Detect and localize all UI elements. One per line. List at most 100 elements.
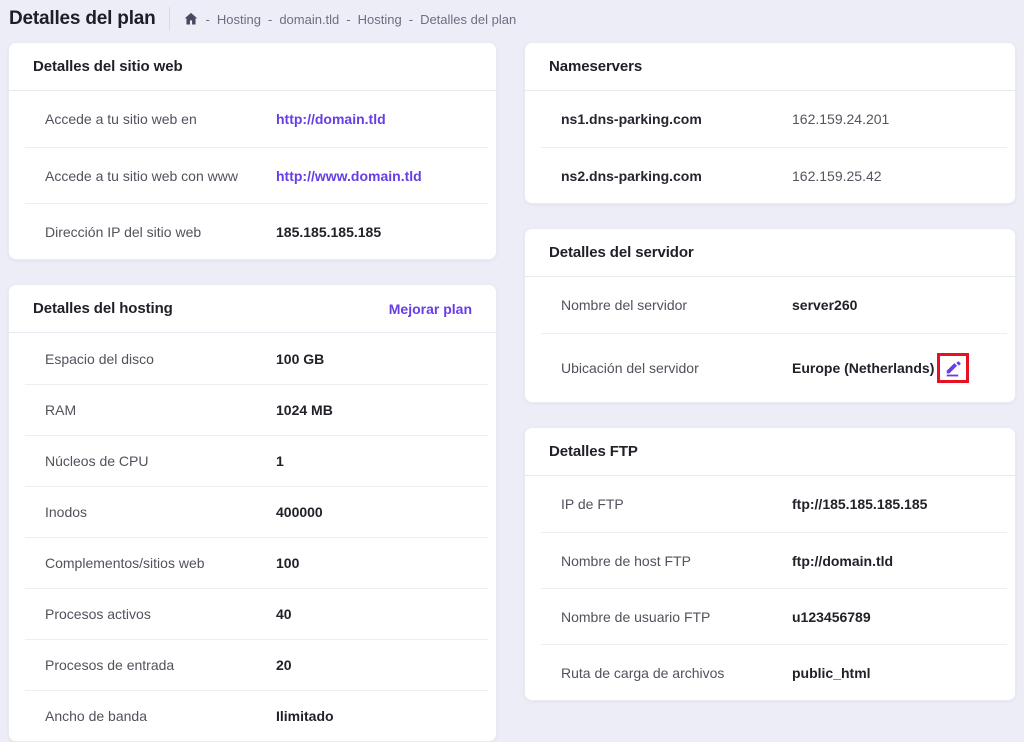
card-server-details: Detalles del servidor Nombre del servido… [524,228,1016,403]
breadcrumb: - Hosting - domain.tld - Hosting - Detalles del… [183,11,517,27]
card-title: Detalles del hosting [33,300,173,317]
table-row: Procesos de entrada 20 [25,639,488,690]
row-value-wrap: 40 [276,606,292,622]
row-value-wrap: 162.159.25.42 [792,168,882,184]
breadcrumb-item: Detalles del plan [420,11,517,27]
row-value: u123456789 [792,608,871,625]
row-label: Espacio del disco [45,350,154,367]
row-label: Ruta de carga de archivos [561,664,725,681]
card-nameservers: Nameservers ns1.dns-parking.com 162.159.2… [524,42,1016,204]
row-value: 400000 [276,504,323,520]
row-value: Europe (Netherlands) [792,360,935,376]
row-value: 162.159.24.201 [792,111,890,127]
row-label: IP de FTP [561,496,624,512]
table-row: Procesos activos 40 [25,588,488,639]
card-rows: Espacio del disco 100 GB RAM 1024 MB Núcleos… [9,333,496,741]
annotation-highlight-box [937,353,970,383]
row-value-wrap: http://domain.tld [276,111,386,127]
row-label: Nombre del servidor [561,297,688,313]
row-value: 100 [276,555,300,571]
row-value: 1024 MB [276,402,333,418]
table-row: Dirección IP del sitio web 185.185.185.18… [25,203,488,259]
row-label: Procesos activos [45,606,151,622]
row-value-wrap: public_html [792,665,871,681]
card-rows: Nombre del servidor server260 Ubicación de… [525,277,1015,402]
table-row: Inodos 400000 [25,486,488,537]
row-value: ftp://185.185.185.185 [792,496,928,512]
table-row: Nombre de usuario FTP u123456789 [541,588,1007,644]
row-label: Nombre de host FTP [561,552,691,569]
table-row: Complementos/sitios web 100 [25,537,488,588]
row-value-wrap: Ilimitado [276,708,334,724]
card-header: Detalles del hosting Mejorar plan [9,285,496,333]
row-label: Procesos de entrada [45,657,175,673]
table-row: Nombre de host FTP ftp://domain.tld [541,532,1007,588]
card-title: Detalles del sitio web [33,58,183,75]
header-divider [168,7,170,31]
breadcrumb-item[interactable]: Hosting [357,11,402,27]
row-value-wrap: 100 [276,555,299,571]
pencil-icon [947,361,961,377]
row-value: 100 GB [276,350,325,367]
card-ftp-details: Detalles FTP IP de FTP ftp://185.185.185.… [524,427,1016,701]
row-value: 185.185.185.185 [276,223,382,240]
card-header: Detalles del sitio web [9,43,496,91]
website-link[interactable]: http://domain.tld [276,111,386,127]
breadcrumb-item[interactable]: domain.tld [279,11,340,27]
page-title: Detalles del plan [9,8,156,29]
row-value-wrap: 162.159.24.201 [792,111,889,127]
row-label: Nombre de usuario FTP [561,608,711,625]
table-row: Accede a tu sitio web con www http://www.… [25,147,488,203]
table-row: Espacio del disco 100 GB [25,333,488,384]
breadcrumb-item[interactable]: Hosting [216,11,261,27]
breadcrumb-separator: - [267,11,273,27]
row-value-wrap: 100 GB [276,351,324,367]
row-label: Ancho de banda [45,708,147,724]
left-column: Detalles del sitio web Accede a tu sitio… [8,42,497,742]
table-row: IP de FTP ftp://185.185.185.185 [541,476,1007,532]
row-value: public_html [792,664,871,681]
breadcrumb-separator: - [346,11,351,27]
card-title: Detalles FTP [549,443,638,460]
row-value: 20 [276,657,292,673]
row-value-wrap: u123456789 [792,609,871,625]
row-value-wrap: Europe (Netherlands) [792,353,970,383]
row-label: ns2.dns-parking.com [561,167,702,184]
row-value-wrap: http://www.domain.tld [276,168,422,184]
row-value-wrap: ftp://domain.tld [792,553,893,569]
row-value-wrap: ftp://185.185.185.185 [792,496,927,512]
card-title: Nameservers [549,58,643,75]
row-value-wrap: 1024 MB [276,402,333,418]
table-row: Accede a tu sitio web en http://domain.tl… [25,91,488,147]
website-link[interactable]: http://www.domain.tld [276,167,422,184]
card-website-details: Detalles del sitio web Accede a tu sitio… [8,42,497,260]
row-label: RAM [45,402,77,418]
card-rows: ns1.dns-parking.com 162.159.24.201 ns2.dns… [525,91,1015,203]
row-value-wrap: 400000 [276,504,323,520]
table-row: Nombre del servidor server260 [541,277,1007,333]
card-rows: Accede a tu sitio web en http://domain.tl… [9,91,496,259]
table-row: RAM 1024 MB [25,384,488,435]
row-label: Ubicación del servidor [561,360,699,376]
row-label: Inodos [45,504,88,520]
breadcrumb-separator: - [205,11,210,27]
card-hosting-details: Detalles del hosting Mejorar plan Espaci… [8,284,497,742]
breadcrumb-separator: - [408,11,414,27]
main-content: Detalles del sitio web Accede a tu sitio… [0,36,1024,742]
table-row: Ancho de banda Ilimitado [25,690,488,741]
table-row: Ubicación del servidor Europe (Netherland… [541,333,1007,402]
table-row: ns1.dns-parking.com 162.159.24.201 [541,91,1007,147]
edit-server-location-button[interactable] [940,356,966,380]
row-value: 1 [276,453,284,469]
row-value: ftp://domain.tld [792,552,894,569]
card-title: Detalles del servidor [549,244,694,261]
right-column: Nameservers ns1.dns-parking.com 162.159.2… [524,42,1016,701]
row-value: server260 [792,297,858,313]
row-label: Dirección IP del sitio web [45,223,202,240]
row-value-wrap: 20 [276,657,292,673]
home-icon[interactable] [183,11,199,27]
upgrade-plan-link[interactable]: Mejorar plan [388,300,472,317]
table-row: Ruta de carga de archivos public_html [541,644,1007,700]
row-label: ns1.dns-parking.com [561,111,702,127]
row-label: Accede a tu sitio web en [45,111,197,127]
